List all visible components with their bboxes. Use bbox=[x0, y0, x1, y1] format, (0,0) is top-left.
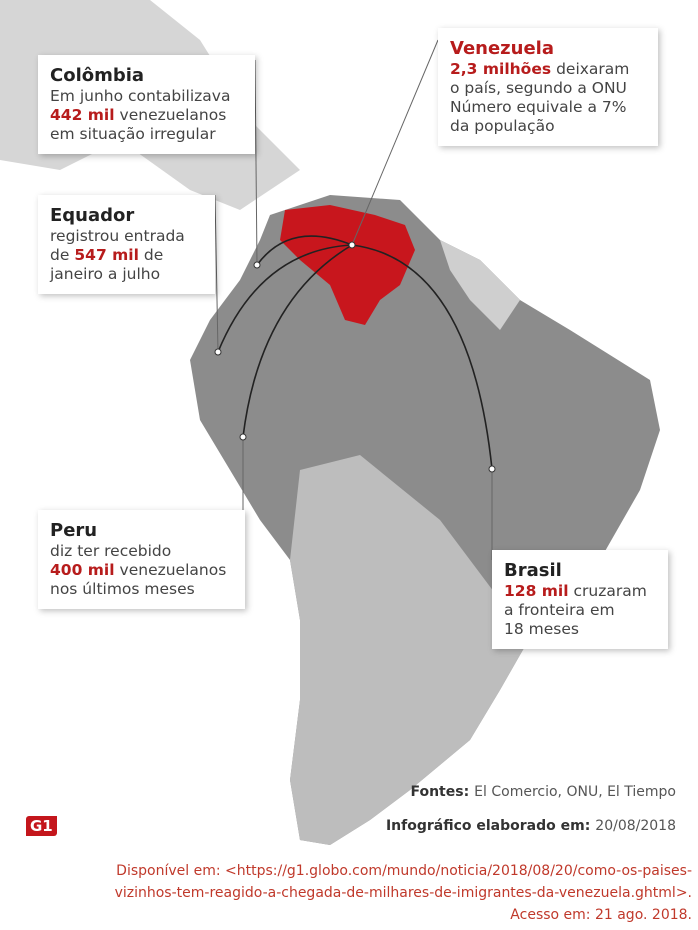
text: janeiro a julho bbox=[50, 265, 161, 283]
sources: Fontes: El Comercio, ONU, El Tiempo bbox=[410, 784, 676, 800]
sources-label: Fontes: bbox=[410, 784, 470, 800]
text: cruzaram bbox=[573, 582, 647, 600]
leader-lines bbox=[214, 39, 493, 560]
text: o país, segundo a ONU bbox=[450, 79, 627, 97]
callout-line: o país, segundo a ONU bbox=[450, 79, 646, 98]
text: 18 meses bbox=[504, 620, 579, 638]
callout: Brasil 128 mil cruzaram a fronteira em 18 me… bbox=[492, 550, 668, 649]
logo: G1 bbox=[26, 816, 57, 836]
callout-line: a fronteira em bbox=[504, 601, 656, 620]
callout-line: 18 meses bbox=[504, 620, 656, 639]
highlight: 442 mil bbox=[50, 106, 115, 124]
callout: Equador registrou entrada de 547 mil de janei… bbox=[38, 195, 215, 294]
callout-title: Peru bbox=[50, 520, 98, 541]
text: registrou entrada bbox=[50, 227, 185, 245]
text: deixaram bbox=[556, 60, 630, 78]
points bbox=[214, 241, 496, 473]
credit: Infográfico elaborado em: 20/08/2018 bbox=[386, 818, 676, 834]
text: de bbox=[143, 246, 164, 264]
callout-line: registrou entrada bbox=[50, 227, 203, 246]
callout-title: Colômbia bbox=[50, 65, 145, 86]
guianas bbox=[440, 240, 520, 330]
venezuela bbox=[280, 205, 415, 325]
callout-line: Número equivale a 7% bbox=[450, 98, 646, 117]
highlight: 400 mil bbox=[50, 561, 115, 579]
text: a fronteira em bbox=[504, 601, 615, 619]
callout: Peru diz ter recebido 400 mil venezuelanos n… bbox=[38, 510, 245, 609]
sources-text: El Comercio, ONU, El Tiempo bbox=[474, 784, 676, 800]
credit-label: Infográfico elaborado em: bbox=[385, 818, 591, 834]
highlight: 547 mil bbox=[74, 246, 139, 264]
callout-line: janeiro a julho bbox=[50, 265, 203, 284]
text: venezuelanos bbox=[119, 561, 227, 579]
highlight: 128 mil bbox=[504, 582, 569, 600]
callout-line: em situação irregular bbox=[50, 125, 243, 144]
callout: Colômbia Em junho contabilizava 442 mil ven… bbox=[38, 55, 255, 154]
callout-line: 128 mil cruzaram bbox=[504, 582, 656, 601]
southern-cone bbox=[290, 455, 540, 845]
highlight: 2,3 milhões bbox=[450, 60, 552, 78]
citation-line: Acesso em: 21 ago. 2018. bbox=[510, 907, 692, 923]
text: nos últimos meses bbox=[50, 580, 195, 598]
text: Em junho contabilizava bbox=[50, 87, 231, 105]
text: Número equivale a 7% bbox=[450, 98, 627, 116]
migration-arrows bbox=[217, 235, 493, 470]
callout-line: 400 mil venezuelanos bbox=[50, 561, 233, 580]
citation: Disponível em: <https://g1.globo.com/mun… bbox=[115, 860, 692, 926]
callout-title: Venezuela bbox=[450, 38, 554, 59]
callout-line: de 547 mil de bbox=[50, 246, 203, 265]
text: em situação irregular bbox=[50, 125, 216, 143]
callout-title: Brasil bbox=[504, 560, 562, 581]
callout-title: Equador bbox=[50, 205, 135, 226]
citation-line: Disponível em: <https://g1.globo.com/mun… bbox=[116, 863, 692, 879]
callout: Venezuela 2,3 milhões deixaram o país, segu… bbox=[438, 28, 658, 146]
callout-line: 442 mil venezuelanos bbox=[50, 106, 243, 125]
text: da população bbox=[450, 117, 555, 135]
callout-line: Em junho contabilizava bbox=[50, 87, 243, 106]
citation-line: vizinhos-tem-reagido-a-chegada-de-milhar… bbox=[114, 885, 692, 901]
credit-date: 20/08/2018 bbox=[595, 818, 676, 834]
callout-line: nos últimos meses bbox=[50, 580, 233, 599]
text: de bbox=[50, 246, 70, 264]
text: venezuelanos bbox=[119, 106, 227, 124]
callout-line: 2,3 milhões deixaram bbox=[450, 60, 646, 79]
text: diz ter recebido bbox=[50, 542, 172, 560]
callout-line: da população bbox=[450, 117, 646, 136]
callout-line: diz ter recebido bbox=[50, 542, 233, 561]
